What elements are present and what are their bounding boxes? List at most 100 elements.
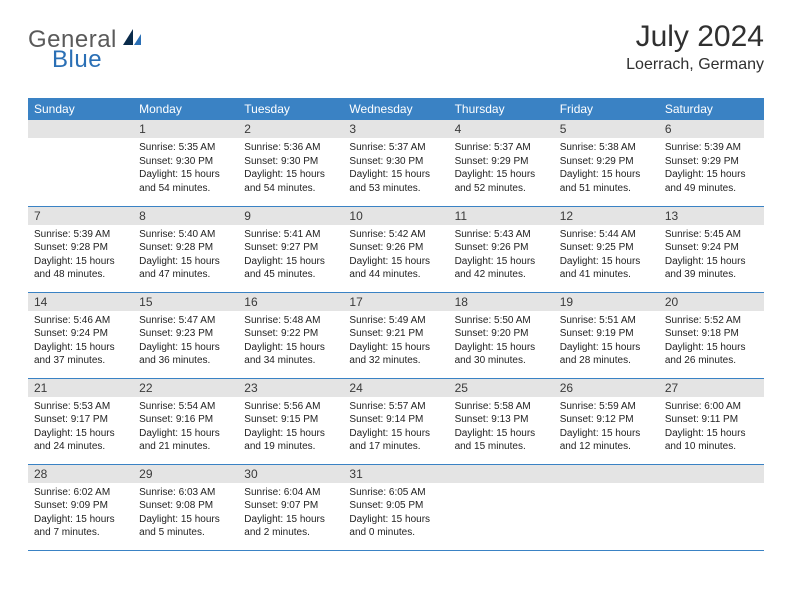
day-number: 7	[28, 207, 133, 225]
calendar-day-cell: 9Sunrise: 5:41 AMSunset: 9:27 PMDaylight…	[238, 206, 343, 292]
daylight-line: Daylight: 15 hours and 2 minutes.	[244, 514, 325, 539]
calendar-week-row: 7Sunrise: 5:39 AMSunset: 9:28 PMDaylight…	[28, 206, 764, 292]
title-block: July 2024 Loerrach, Germany	[626, 20, 764, 74]
sunrise-line: Sunrise: 5:44 AM	[560, 229, 636, 240]
calendar-day-cell: 26Sunrise: 5:59 AMSunset: 9:12 PMDayligh…	[554, 378, 659, 464]
day-number: 31	[343, 465, 448, 483]
sunset-line: Sunset: 9:25 PM	[560, 242, 634, 253]
sunset-line: Sunset: 9:29 PM	[560, 156, 634, 167]
day-number: 22	[133, 379, 238, 397]
day-number-empty	[449, 465, 554, 483]
day-number: 5	[554, 120, 659, 138]
day-details: Sunrise: 5:37 AMSunset: 9:29 PMDaylight:…	[449, 138, 554, 199]
calendar-day-cell: 6Sunrise: 5:39 AMSunset: 9:29 PMDaylight…	[659, 120, 764, 206]
sunrise-line: Sunrise: 5:42 AM	[349, 229, 425, 240]
sunrise-line: Sunrise: 5:53 AM	[34, 401, 110, 412]
sunrise-line: Sunrise: 5:37 AM	[349, 142, 425, 153]
day-details: Sunrise: 6:05 AMSunset: 9:05 PMDaylight:…	[343, 483, 448, 544]
sunset-line: Sunset: 9:08 PM	[139, 500, 213, 511]
day-details: Sunrise: 5:46 AMSunset: 9:24 PMDaylight:…	[28, 311, 133, 372]
day-number: 29	[133, 465, 238, 483]
day-number: 25	[449, 379, 554, 397]
sunset-line: Sunset: 9:21 PM	[349, 328, 423, 339]
daylight-line: Daylight: 15 hours and 42 minutes.	[455, 256, 536, 281]
sunrise-line: Sunrise: 6:04 AM	[244, 487, 320, 498]
calendar-day-cell: 8Sunrise: 5:40 AMSunset: 9:28 PMDaylight…	[133, 206, 238, 292]
sunset-line: Sunset: 9:13 PM	[455, 414, 529, 425]
day-number-empty	[28, 120, 133, 138]
daylight-line: Daylight: 15 hours and 19 minutes.	[244, 428, 325, 453]
brand-part2: Blue	[52, 46, 102, 73]
daylight-line: Daylight: 15 hours and 34 minutes.	[244, 342, 325, 367]
day-body-empty	[28, 138, 133, 188]
sunset-line: Sunset: 9:05 PM	[349, 500, 423, 511]
calendar-day-cell: 1Sunrise: 5:35 AMSunset: 9:30 PMDaylight…	[133, 120, 238, 206]
calendar-day-cell: 17Sunrise: 5:49 AMSunset: 9:21 PMDayligh…	[343, 292, 448, 378]
daylight-line: Daylight: 15 hours and 54 minutes.	[244, 169, 325, 194]
daylight-line: Daylight: 15 hours and 7 minutes.	[34, 514, 115, 539]
calendar-week-row: 14Sunrise: 5:46 AMSunset: 9:24 PMDayligh…	[28, 292, 764, 378]
daylight-line: Daylight: 15 hours and 39 minutes.	[665, 256, 746, 281]
daylight-line: Daylight: 15 hours and 30 minutes.	[455, 342, 536, 367]
day-number: 18	[449, 293, 554, 311]
day-number: 9	[238, 207, 343, 225]
day-details: Sunrise: 5:48 AMSunset: 9:22 PMDaylight:…	[238, 311, 343, 372]
daylight-line: Daylight: 15 hours and 10 minutes.	[665, 428, 746, 453]
day-details: Sunrise: 5:38 AMSunset: 9:29 PMDaylight:…	[554, 138, 659, 199]
sunset-line: Sunset: 9:29 PM	[665, 156, 739, 167]
day-details: Sunrise: 6:02 AMSunset: 9:09 PMDaylight:…	[28, 483, 133, 544]
sunset-line: Sunset: 9:14 PM	[349, 414, 423, 425]
calendar-day-cell: 7Sunrise: 5:39 AMSunset: 9:28 PMDaylight…	[28, 206, 133, 292]
calendar-header-row: SundayMondayTuesdayWednesdayThursdayFrid…	[28, 98, 764, 120]
day-number: 15	[133, 293, 238, 311]
calendar-day-cell: 30Sunrise: 6:04 AMSunset: 9:07 PMDayligh…	[238, 464, 343, 550]
sunset-line: Sunset: 9:17 PM	[34, 414, 108, 425]
calendar-week-row: 1Sunrise: 5:35 AMSunset: 9:30 PMDaylight…	[28, 120, 764, 206]
calendar-day-cell: 10Sunrise: 5:42 AMSunset: 9:26 PMDayligh…	[343, 206, 448, 292]
day-details: Sunrise: 5:59 AMSunset: 9:12 PMDaylight:…	[554, 397, 659, 458]
day-details: Sunrise: 5:51 AMSunset: 9:19 PMDaylight:…	[554, 311, 659, 372]
calendar-table: SundayMondayTuesdayWednesdayThursdayFrid…	[28, 98, 764, 551]
day-number: 3	[343, 120, 448, 138]
daylight-line: Daylight: 15 hours and 45 minutes.	[244, 256, 325, 281]
day-body-empty	[449, 483, 554, 533]
day-number: 10	[343, 207, 448, 225]
sunrise-line: Sunrise: 5:47 AM	[139, 315, 215, 326]
day-details: Sunrise: 5:40 AMSunset: 9:28 PMDaylight:…	[133, 225, 238, 286]
sunset-line: Sunset: 9:28 PM	[34, 242, 108, 253]
day-number: 13	[659, 207, 764, 225]
sunrise-line: Sunrise: 5:54 AM	[139, 401, 215, 412]
day-details: Sunrise: 5:41 AMSunset: 9:27 PMDaylight:…	[238, 225, 343, 286]
sunrise-line: Sunrise: 5:36 AM	[244, 142, 320, 153]
day-details: Sunrise: 5:43 AMSunset: 9:26 PMDaylight:…	[449, 225, 554, 286]
daylight-line: Daylight: 15 hours and 24 minutes.	[34, 428, 115, 453]
day-details: Sunrise: 5:58 AMSunset: 9:13 PMDaylight:…	[449, 397, 554, 458]
daylight-line: Daylight: 15 hours and 41 minutes.	[560, 256, 641, 281]
sunset-line: Sunset: 9:30 PM	[244, 156, 318, 167]
sunset-line: Sunset: 9:12 PM	[560, 414, 634, 425]
daylight-line: Daylight: 15 hours and 53 minutes.	[349, 169, 430, 194]
daylight-line: Daylight: 15 hours and 49 minutes.	[665, 169, 746, 194]
sunrise-line: Sunrise: 5:58 AM	[455, 401, 531, 412]
sunset-line: Sunset: 9:19 PM	[560, 328, 634, 339]
sunset-line: Sunset: 9:30 PM	[139, 156, 213, 167]
day-details: Sunrise: 6:03 AMSunset: 9:08 PMDaylight:…	[133, 483, 238, 544]
brand-part2-wrap: Blue	[52, 46, 102, 74]
daylight-line: Daylight: 15 hours and 48 minutes.	[34, 256, 115, 281]
daylight-line: Daylight: 15 hours and 28 minutes.	[560, 342, 641, 367]
calendar-day-cell: 13Sunrise: 5:45 AMSunset: 9:24 PMDayligh…	[659, 206, 764, 292]
day-number: 8	[133, 207, 238, 225]
calendar-day-cell: 24Sunrise: 5:57 AMSunset: 9:14 PMDayligh…	[343, 378, 448, 464]
sunset-line: Sunset: 9:27 PM	[244, 242, 318, 253]
sunrise-line: Sunrise: 6:03 AM	[139, 487, 215, 498]
sunset-line: Sunset: 9:24 PM	[665, 242, 739, 253]
day-number: 19	[554, 293, 659, 311]
day-details: Sunrise: 5:57 AMSunset: 9:14 PMDaylight:…	[343, 397, 448, 458]
calendar-empty-cell	[659, 464, 764, 550]
day-number: 17	[343, 293, 448, 311]
day-details: Sunrise: 5:39 AMSunset: 9:28 PMDaylight:…	[28, 225, 133, 286]
daylight-line: Daylight: 15 hours and 44 minutes.	[349, 256, 430, 281]
calendar-day-cell: 27Sunrise: 6:00 AMSunset: 9:11 PMDayligh…	[659, 378, 764, 464]
sunrise-line: Sunrise: 5:46 AM	[34, 315, 110, 326]
calendar-day-cell: 16Sunrise: 5:48 AMSunset: 9:22 PMDayligh…	[238, 292, 343, 378]
